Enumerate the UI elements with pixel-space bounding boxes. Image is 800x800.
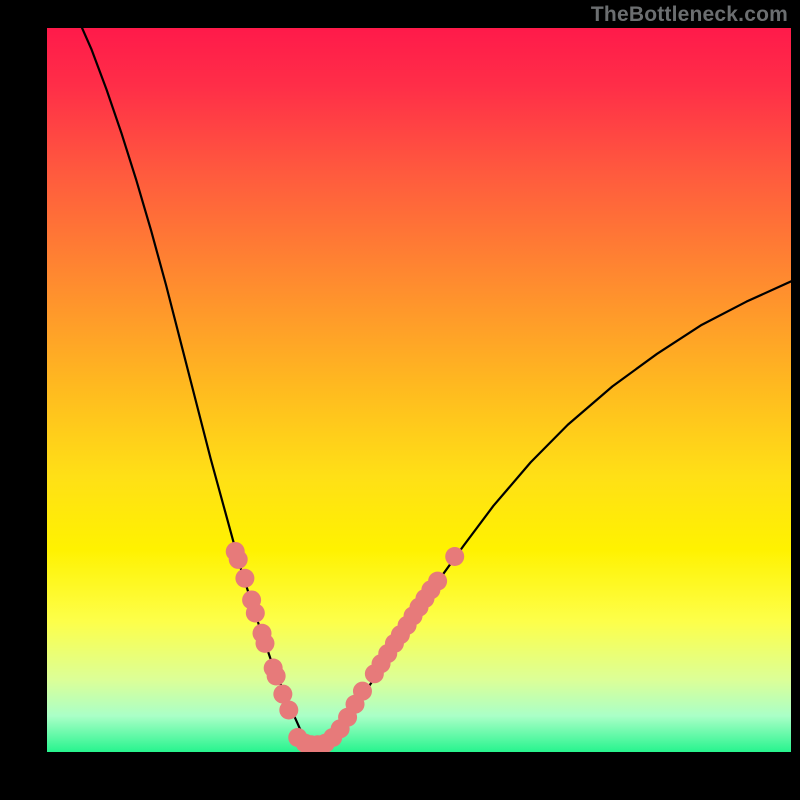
- watermark-text: TheBottleneck.com: [591, 3, 788, 27]
- marker-dot: [267, 666, 286, 685]
- marker-dot: [445, 547, 464, 566]
- marker-dot: [353, 682, 372, 701]
- marker-dot: [246, 603, 265, 622]
- marker-dot: [255, 634, 274, 653]
- bottleneck-chart-frame: [0, 0, 800, 800]
- marker-dot: [229, 550, 248, 569]
- marker-dot: [235, 569, 254, 588]
- gradient-background: [47, 28, 791, 752]
- marker-dot: [428, 572, 447, 591]
- marker-dot: [279, 701, 298, 720]
